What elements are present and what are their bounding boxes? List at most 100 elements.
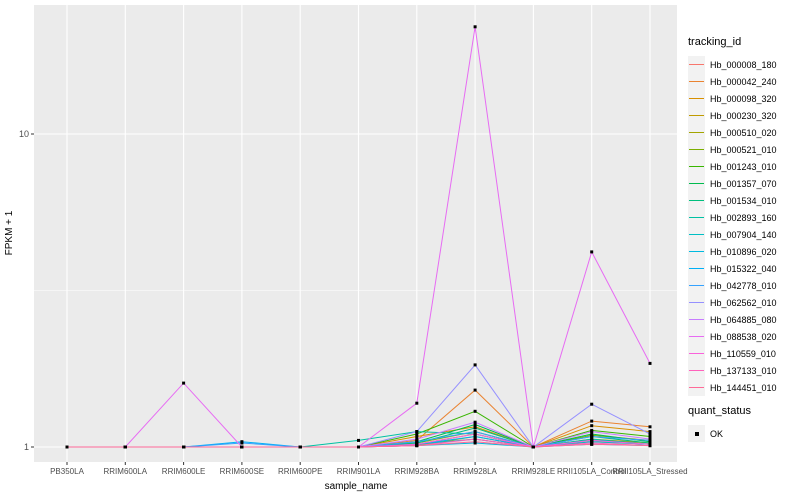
data-point (473, 426, 477, 430)
legend-line-swatch (689, 386, 704, 389)
legend-line-swatch (689, 233, 704, 236)
legend-line-swatch (689, 352, 704, 355)
data-point (240, 441, 244, 445)
data-point (590, 419, 594, 423)
legend-item-label: Hb_000098_320 (710, 93, 777, 104)
legend-item-label: Hb_001534_010 (710, 195, 777, 206)
data-point (182, 445, 186, 449)
data-point (590, 402, 594, 406)
legend-item: Hb_000042_240 (688, 73, 800, 90)
legend-item: Hb_010896_020 (688, 243, 800, 260)
legend-item-label: Hb_010896_020 (710, 246, 777, 257)
data-point (531, 445, 535, 449)
legend-item: Hb_000008_180 (688, 56, 800, 73)
data-point (648, 432, 652, 436)
legend-item-label: Hb_000042_240 (710, 76, 777, 87)
legend-item-label: OK (710, 428, 724, 439)
black-square-marker-icon (694, 431, 699, 436)
legend-key-line-icon (688, 56, 705, 73)
data-point (590, 435, 594, 438)
legend-line-swatch (689, 335, 704, 338)
legend-item: Hb_062562_010 (688, 294, 800, 311)
data-point (473, 388, 477, 392)
legend-key-line-icon (688, 277, 705, 294)
legend-item-label: Hb_000521_010 (710, 144, 777, 155)
data-point (473, 420, 477, 424)
legend-title-quant-status: quant_status (688, 405, 751, 417)
legend-key-line-icon (688, 294, 705, 311)
x-tick-label: RRIM928LE (512, 467, 556, 476)
legend-line-swatch (689, 250, 704, 253)
legend-line-swatch (689, 318, 704, 321)
legend-key-line-icon (688, 90, 705, 107)
legend-key-line-icon (688, 311, 705, 328)
legend-item: Hb_002893_160 (688, 209, 800, 226)
legend-line-swatch (689, 63, 704, 66)
data-point (123, 445, 127, 449)
x-tick-label: PB350LA (50, 467, 84, 476)
legend: tracking_id Hb_000008_180 Hb_000042_240 Hb… (688, 36, 800, 442)
x-tick-label: RRIM600SE (220, 467, 264, 476)
legend-key-line-icon (688, 175, 705, 192)
legend-line-swatch (689, 182, 704, 185)
legend-key-line-icon (688, 158, 705, 175)
data-point (590, 424, 594, 428)
legend-item-label: Hb_007904_140 (710, 229, 777, 240)
legend-item-label: Hb_042778_010 (710, 280, 777, 291)
x-tick-label: RRIM600LE (162, 467, 206, 476)
legend-title-tracking-id: tracking_id (688, 36, 742, 48)
legend-key-square-icon (688, 425, 705, 442)
legend-line-swatch (689, 97, 704, 100)
panel-background (34, 5, 677, 462)
legend-item-quant: OK (688, 425, 800, 442)
legend-item-label: Hb_001243_010 (710, 161, 777, 172)
x-tick-label: RRII105LA_Stressed (612, 467, 687, 476)
legend-key-line-icon (688, 260, 705, 277)
legend-line-swatch (689, 369, 704, 372)
legend-line-swatch (689, 114, 704, 117)
data-point (473, 432, 477, 436)
legend-item: Hb_000510_020 (688, 124, 800, 141)
data-point (648, 444, 652, 448)
data-point (65, 445, 69, 449)
data-point (298, 445, 302, 449)
data-point (415, 430, 419, 434)
data-point (590, 438, 594, 442)
data-point (473, 409, 477, 413)
data-point (590, 430, 594, 434)
legend-item-label: Hb_002893_160 (710, 212, 777, 223)
x-tick-label: RRIM600PE (278, 467, 322, 476)
legend-key-line-icon (688, 226, 705, 243)
legend-key-line-icon (688, 328, 705, 345)
legend-item: Hb_144451_010 (688, 379, 800, 396)
y-tick-label: 10 (19, 129, 29, 139)
data-point (473, 437, 477, 441)
legend-item-label: Hb_088538_020 (710, 331, 777, 342)
data-point (648, 425, 652, 429)
legend-item-label: Hb_144451_010 (710, 382, 777, 393)
legend-item: Hb_088538_020 (688, 328, 800, 345)
data-point (473, 440, 477, 444)
data-point (590, 250, 594, 254)
data-point (590, 442, 594, 446)
legend-item: Hb_110559_010 (688, 345, 800, 362)
data-point (473, 423, 477, 426)
legend-line-swatch (689, 131, 704, 134)
legend-key-line-icon (688, 107, 705, 124)
legend-line-swatch (689, 80, 704, 83)
legend-key-line-icon (688, 379, 705, 396)
x-tick-label: RRIM928LA (453, 467, 497, 476)
legend-item-label: Hb_000510_020 (710, 127, 777, 138)
data-point (415, 437, 419, 441)
data-point (473, 435, 477, 438)
legend-item: Hb_042778_010 (688, 277, 800, 294)
data-point (240, 445, 244, 449)
y-axis-title: FPKM + 1 (4, 210, 15, 256)
legend-item: Hb_015322_040 (688, 260, 800, 277)
legend-line-swatch (689, 284, 704, 287)
data-point (648, 361, 652, 365)
data-point (473, 25, 477, 29)
legend-item: Hb_007904_140 (688, 226, 800, 243)
legend-item: Hb_064885_080 (688, 311, 800, 328)
